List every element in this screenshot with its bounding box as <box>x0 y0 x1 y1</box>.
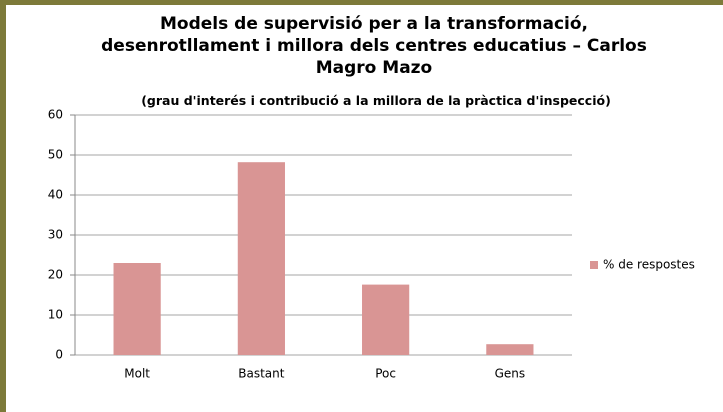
legend-swatch <box>590 261 598 269</box>
bar <box>362 284 410 355</box>
y-tick-label: 10 <box>48 308 63 322</box>
y-tick-label: 60 <box>48 108 63 122</box>
bar <box>237 162 285 355</box>
chart: 0 10 20 30 40 50 60 Molt Bastant Poc Gens % de resp… <box>48 108 695 381</box>
x-tick-label: Molt <box>124 367 150 381</box>
x-tick-label: Poc <box>375 367 396 381</box>
chart-title: Models de supervisió per a la transforma… <box>101 14 647 78</box>
y-tick-label: 0 <box>55 348 63 362</box>
y-tick-label: 30 <box>48 228 63 242</box>
y-tick-label: 40 <box>48 188 63 202</box>
chart-subtitle: (grau d'interés i contribució a la millo… <box>141 93 611 108</box>
legend-label: % de respostes <box>603 258 695 272</box>
x-tick-label: Gens <box>495 367 526 381</box>
y-tick-label: 50 <box>48 148 63 162</box>
y-tick-label: 20 <box>48 268 63 282</box>
x-tick-label: Bastant <box>238 367 285 381</box>
bar <box>113 263 161 355</box>
bar <box>486 344 534 355</box>
